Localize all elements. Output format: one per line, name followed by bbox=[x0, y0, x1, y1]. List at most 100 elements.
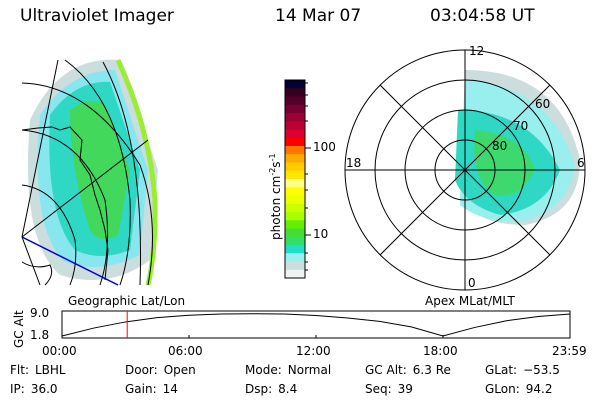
lat-circle bbox=[21, 129, 109, 286]
colorbar-frame bbox=[284, 79, 306, 279]
colorbar-tick-10: 10 bbox=[313, 227, 329, 241]
coastline bbox=[21, 261, 53, 286]
ytick-max: 9.0 bbox=[30, 306, 50, 320]
aurora-green bbox=[474, 130, 535, 196]
ytick-min: 1.8 bbox=[30, 328, 50, 342]
info-value: LBHL bbox=[34, 363, 66, 377]
info-label: Dsp: bbox=[245, 382, 273, 396]
info-item: IP: 36.0 bbox=[10, 382, 58, 396]
colorbar-segment bbox=[285, 245, 305, 254]
time-label: 03:04:58 UT bbox=[430, 6, 535, 26]
info-label: Seq: bbox=[365, 382, 392, 396]
colorbar-segment bbox=[285, 228, 305, 238]
colorbar-segment bbox=[285, 203, 305, 213]
colorbar-segment bbox=[285, 146, 305, 155]
colorbar-segment bbox=[285, 220, 305, 229]
colorbar-segment bbox=[285, 179, 305, 188]
info-value: 36.0 bbox=[30, 382, 58, 396]
colorbar bbox=[285, 80, 305, 279]
colorbar-segment bbox=[285, 154, 305, 163]
lat-circle bbox=[64, 59, 131, 286]
info-value: 94.2 bbox=[525, 382, 553, 396]
info-label: GC Alt: bbox=[365, 363, 407, 377]
date-label: 14 Mar 07 bbox=[275, 6, 362, 26]
timeline-ylabel: GC Alt bbox=[12, 310, 26, 348]
colorbar-segment bbox=[285, 187, 305, 196]
info-value: −53.5 bbox=[523, 363, 560, 377]
satellite-track bbox=[21, 236, 119, 286]
xtick-0: 00:00 bbox=[42, 344, 77, 358]
xtick-4: 23:59 bbox=[552, 344, 587, 358]
colorbar-segment bbox=[285, 121, 305, 130]
info-value: 39 bbox=[397, 382, 413, 396]
aurora-oval-edge bbox=[115, 58, 158, 286]
timeline-ticks bbox=[61, 335, 571, 338]
unit-text: photon cm bbox=[269, 175, 283, 240]
info-label: IP: bbox=[10, 382, 25, 396]
info-label: Door: bbox=[125, 363, 158, 377]
info-item: GLat: −53.5 bbox=[485, 363, 560, 377]
colorbar-segment bbox=[285, 80, 305, 89]
mlt-label-0: 0 bbox=[468, 276, 476, 290]
instrument-title: Ultraviolet Imager bbox=[20, 6, 174, 26]
mlt-label-12: 12 bbox=[469, 44, 485, 58]
lat-circle bbox=[102, 61, 142, 286]
colorbar-segment bbox=[285, 88, 305, 97]
lon-line bbox=[21, 59, 59, 238]
gc-alt-line bbox=[61, 313, 571, 337]
xtick-3: 18:00 bbox=[423, 344, 458, 358]
colorbar-segment bbox=[285, 195, 305, 205]
info-item: Mode: Normal bbox=[245, 363, 331, 377]
geographic-label: Geographic Lat/Lon bbox=[68, 294, 186, 308]
info-value: 6.3 Re bbox=[412, 363, 451, 377]
unit-text: s bbox=[269, 161, 283, 168]
info-value: Open bbox=[163, 363, 196, 377]
polar-mlat-mlt-plot bbox=[344, 49, 586, 291]
info-label: Mode: bbox=[245, 363, 282, 377]
info-item: Flt: LBHL bbox=[10, 363, 66, 377]
colorbar-segment bbox=[285, 104, 305, 114]
info-value: 8.4 bbox=[278, 382, 298, 396]
colorbar-segment bbox=[285, 170, 305, 180]
colorbar-segment bbox=[285, 162, 305, 172]
aurora-green bbox=[70, 101, 130, 239]
info-label: Flt: bbox=[10, 363, 29, 377]
lon-line bbox=[21, 139, 149, 238]
colorbar-tick-100: 100 bbox=[313, 140, 336, 154]
apex-label: Apex MLat/MLT bbox=[425, 294, 515, 308]
info-value: 14 bbox=[162, 382, 178, 396]
colorbar-segment bbox=[285, 253, 305, 262]
colorbar-segment bbox=[285, 236, 305, 246]
lat-label-60: 60 bbox=[535, 97, 551, 111]
xtick-1: 06:00 bbox=[168, 344, 203, 358]
colorbar-segment bbox=[285, 137, 305, 147]
info-item: GC Alt: 6.3 Re bbox=[365, 363, 451, 377]
info-label: GLat: bbox=[485, 363, 518, 377]
lon-line bbox=[21, 236, 41, 286]
mlt-label-18: 18 bbox=[346, 156, 362, 170]
colorbar-ticks bbox=[305, 82, 311, 271]
mlt-label-6: 6 bbox=[577, 156, 585, 170]
unit-exp: -1 bbox=[268, 153, 277, 162]
colorbar-segment bbox=[285, 113, 305, 122]
info-item: Dsp: 8.4 bbox=[245, 382, 297, 396]
colorbar-segment bbox=[285, 212, 305, 221]
lat-circle bbox=[21, 184, 77, 286]
coastline bbox=[21, 126, 109, 281]
info-item: GLon: 94.2 bbox=[485, 382, 552, 396]
geographic-map bbox=[21, 58, 158, 286]
info-item: Door: Open bbox=[125, 363, 196, 377]
unit-exp: -2 bbox=[268, 167, 277, 176]
colorbar-segment bbox=[285, 261, 305, 271]
colorbar-unit-label: photon cm-2s-1 bbox=[268, 153, 283, 240]
lat-label-80: 80 bbox=[492, 139, 508, 153]
info-item: Seq: 39 bbox=[365, 382, 413, 396]
colorbar-segment bbox=[285, 96, 305, 106]
mlt-line-diag bbox=[379, 84, 551, 256]
xtick-2: 12:00 bbox=[296, 344, 331, 358]
lat-label-70: 70 bbox=[513, 119, 529, 133]
info-item: Gain: 14 bbox=[125, 382, 178, 396]
info-label: GLon: bbox=[485, 382, 520, 396]
lat-circle bbox=[21, 82, 153, 286]
